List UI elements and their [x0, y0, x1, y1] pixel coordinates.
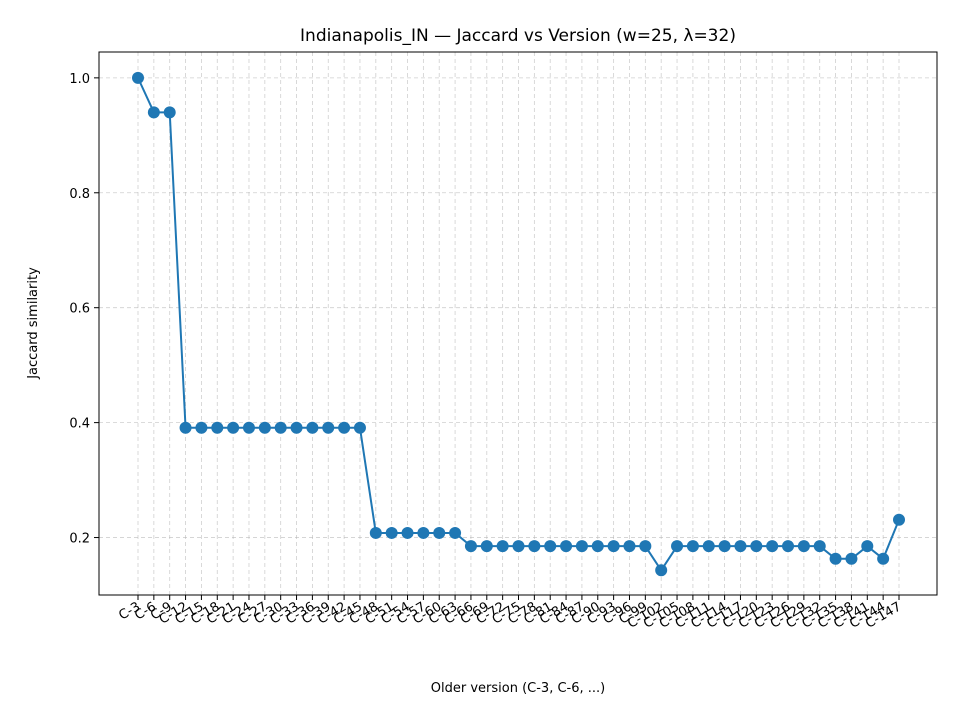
- data-point: [575, 540, 588, 553]
- y-tick-label: 0.4: [69, 417, 90, 432]
- data-point: [163, 106, 176, 119]
- y-tick-label: 0.2: [69, 532, 90, 547]
- y-tick-label: 1.0: [69, 72, 90, 87]
- data-point: [782, 540, 795, 553]
- data-point: [496, 540, 509, 553]
- data-point: [560, 540, 573, 553]
- series-layer: [132, 71, 905, 577]
- data-point: [607, 540, 620, 553]
- data-point: [639, 540, 652, 553]
- data-point: [433, 526, 446, 539]
- data-point: [258, 421, 271, 434]
- data-point: [306, 421, 319, 434]
- data-point: [591, 540, 604, 553]
- data-point: [242, 421, 255, 434]
- data-point: [338, 421, 351, 434]
- data-point: [227, 421, 240, 434]
- data-point: [417, 526, 430, 539]
- x-axis-label: Older version (C-3, C-6, ...): [431, 681, 605, 696]
- data-point: [401, 526, 414, 539]
- data-point: [353, 421, 366, 434]
- data-point: [369, 526, 382, 539]
- data-point: [797, 540, 810, 553]
- y-axis-ticks: 0.2 0.4 0.6 0.8 1.0: [69, 72, 99, 547]
- data-point: [449, 526, 462, 539]
- data-point: [211, 421, 224, 434]
- data-point: [813, 540, 826, 553]
- data-point: [655, 564, 668, 577]
- data-point: [829, 552, 842, 565]
- data-point: [274, 421, 287, 434]
- data-point: [322, 421, 335, 434]
- data-point: [179, 421, 192, 434]
- data-point: [132, 71, 144, 84]
- data-point: [893, 513, 905, 526]
- y-tick-label: 0.6: [69, 302, 90, 317]
- data-point: [385, 526, 398, 539]
- data-point: [702, 540, 715, 553]
- data-point: [480, 540, 493, 553]
- data-point: [734, 540, 747, 553]
- data-point: [750, 540, 763, 553]
- data-point: [528, 540, 541, 553]
- chart-title: Indianapolis_IN — Jaccard vs Version (w=…: [300, 26, 736, 46]
- data-point: [147, 106, 160, 119]
- data-point: [512, 540, 525, 553]
- data-point: [718, 540, 731, 553]
- data-point: [845, 552, 858, 565]
- y-tick-label: 0.8: [69, 187, 90, 202]
- data-point: [464, 540, 477, 553]
- data-point: [877, 552, 890, 565]
- data-point: [686, 540, 699, 553]
- data-point: [671, 540, 684, 553]
- y-axis-label: Jaccard similarity: [26, 267, 41, 380]
- data-point: [195, 421, 208, 434]
- data-point: [766, 540, 779, 553]
- data-point: [861, 540, 874, 553]
- data-point: [544, 540, 557, 553]
- data-point: [290, 421, 303, 434]
- data-point: [623, 540, 636, 553]
